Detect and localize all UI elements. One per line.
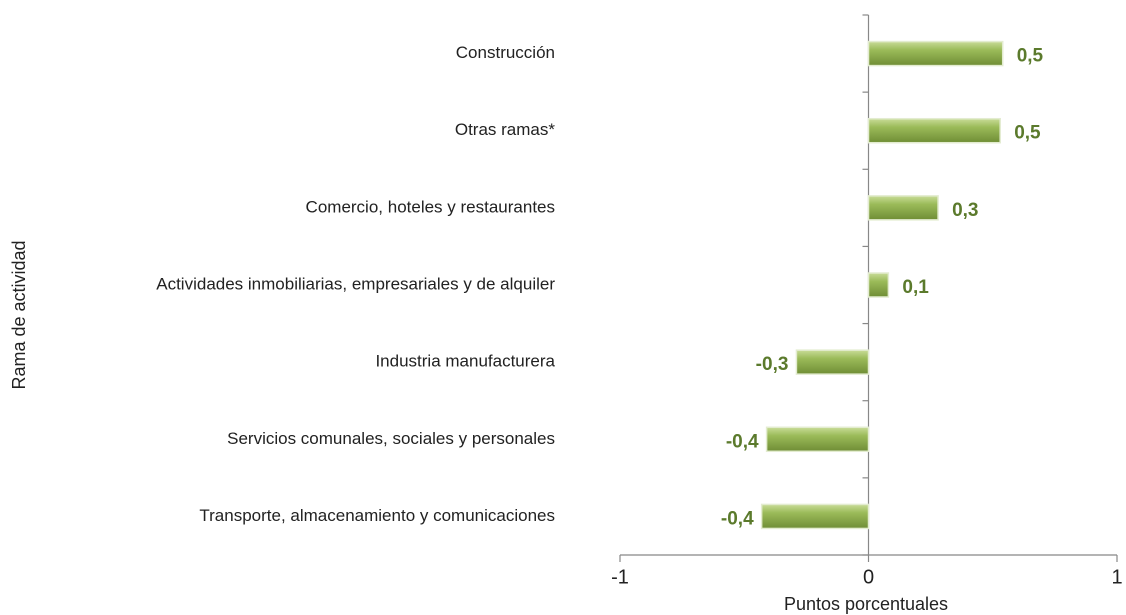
category-label: Servicios comunales, sociales y personal… xyxy=(227,429,555,448)
bar xyxy=(867,272,890,298)
value-label: 0,1 xyxy=(902,277,929,298)
value-label: 0,5 xyxy=(1017,46,1044,67)
x-tick-label: 0 xyxy=(863,566,874,588)
bar xyxy=(867,40,1004,67)
value-label: -0,3 xyxy=(756,354,789,375)
bar xyxy=(760,503,870,530)
category-label: Actividades inmobiliarias, empresariales… xyxy=(156,274,555,293)
x-tick-label: -1 xyxy=(611,566,629,588)
value-label: 0,3 xyxy=(952,200,978,221)
value-label: -0,4 xyxy=(721,508,754,529)
category-label: Otras ramas* xyxy=(455,120,556,139)
x-tick-label: 1 xyxy=(1111,566,1122,588)
category-label: Transporte, almacenamiento y comunicacio… xyxy=(199,506,555,525)
value-label: 0,5 xyxy=(1014,123,1041,144)
bar xyxy=(867,195,939,221)
x-axis-title: Puntos porcentuales xyxy=(784,594,948,614)
bar xyxy=(765,426,870,453)
y-axis-title: Rama de actividad xyxy=(9,240,29,389)
category-label: Construcción xyxy=(456,43,555,62)
category-label: Industria manufacturera xyxy=(375,352,555,371)
bar xyxy=(867,117,1001,144)
bar xyxy=(795,349,870,375)
category-label: Comercio, hoteles y restaurantes xyxy=(306,197,555,216)
value-label: -0,4 xyxy=(726,431,759,452)
